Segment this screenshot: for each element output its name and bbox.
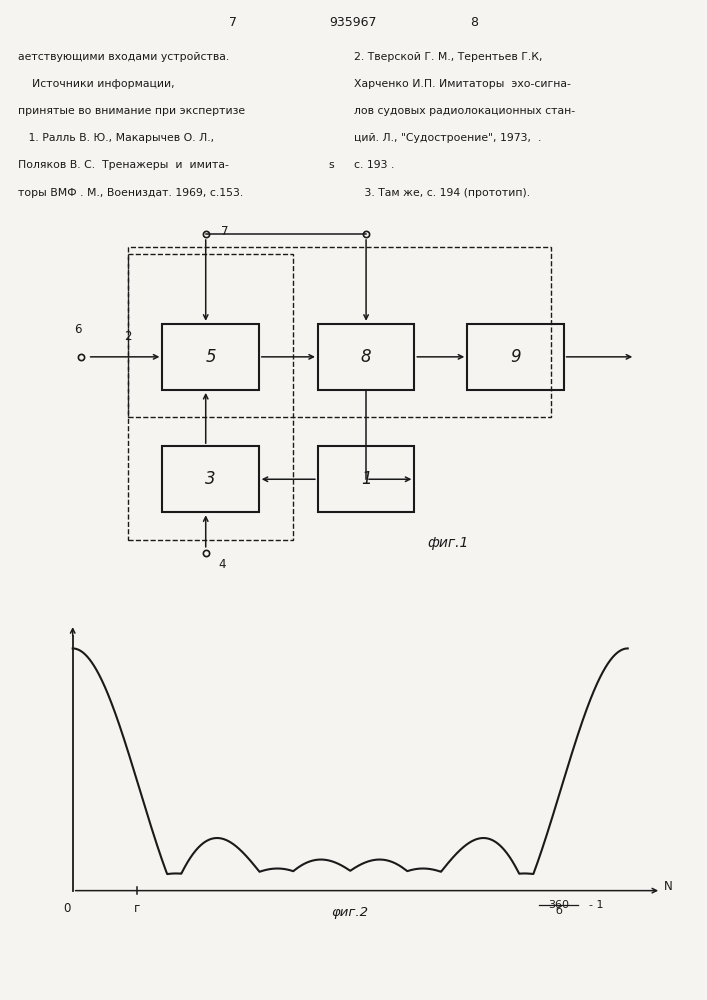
Bar — [163, 446, 259, 512]
Text: 2. Тверской Г. М., Терентьев Г.К,: 2. Тверской Г. М., Терентьев Г.К, — [354, 52, 542, 62]
Bar — [163, 324, 259, 390]
Text: б: б — [555, 906, 562, 916]
Text: Харченко И.П. Имитаторы  эхо-сигна-: Харченко И.П. Имитаторы эхо-сигна- — [354, 79, 571, 89]
Text: 2: 2 — [124, 330, 132, 343]
Text: 3. Там же, с. 194 (прототип).: 3. Там же, с. 194 (прототип). — [354, 188, 530, 198]
Text: 3: 3 — [205, 470, 216, 488]
Text: 9: 9 — [510, 348, 521, 366]
Text: принятые во внимание при экспертизе: принятые во внимание при экспертизе — [18, 106, 245, 116]
Text: N: N — [664, 880, 672, 893]
Text: 935967: 935967 — [329, 16, 378, 29]
Bar — [318, 446, 414, 512]
Text: 7: 7 — [221, 225, 229, 238]
Text: Поляков В. С.  Тренажеры  и  имита-: Поляков В. С. Тренажеры и имита- — [18, 160, 228, 170]
Text: 8: 8 — [361, 348, 371, 366]
Text: 360: 360 — [548, 900, 569, 910]
Text: торы ВМФ . М., Воениздат. 1969, с.153.: торы ВМФ . М., Воениздат. 1969, с.153. — [18, 188, 243, 198]
Text: s: s — [329, 160, 334, 170]
Bar — [128, 247, 551, 417]
Text: 5: 5 — [205, 348, 216, 366]
Bar — [128, 254, 293, 540]
Text: 8: 8 — [469, 16, 478, 29]
Text: аетствующими входами устройства.: аетствующими входами устройства. — [18, 52, 229, 62]
Text: 6: 6 — [74, 323, 82, 336]
Text: 4: 4 — [218, 558, 226, 571]
Bar — [318, 324, 414, 390]
Text: 1: 1 — [361, 470, 371, 488]
Text: - 1: - 1 — [589, 900, 603, 910]
Text: фиг.1: фиг.1 — [428, 536, 469, 550]
Text: φиг.2: φиг.2 — [332, 906, 369, 919]
Text: 1. Ралль В. Ю., Макарычев О. Л.,: 1. Ралль В. Ю., Макарычев О. Л., — [18, 133, 214, 143]
Text: 7: 7 — [229, 16, 238, 29]
Text: г: г — [134, 902, 140, 915]
Bar — [467, 324, 563, 390]
Text: 0: 0 — [64, 902, 71, 915]
Text: с. 193 .: с. 193 . — [354, 160, 394, 170]
Text: лов судовых радиолокационных стан-: лов судовых радиолокационных стан- — [354, 106, 575, 116]
Text: ций. Л., "Судостроение", 1973,  .: ций. Л., "Судостроение", 1973, . — [354, 133, 541, 143]
Text: Источники информации,: Источники информации, — [18, 79, 175, 89]
